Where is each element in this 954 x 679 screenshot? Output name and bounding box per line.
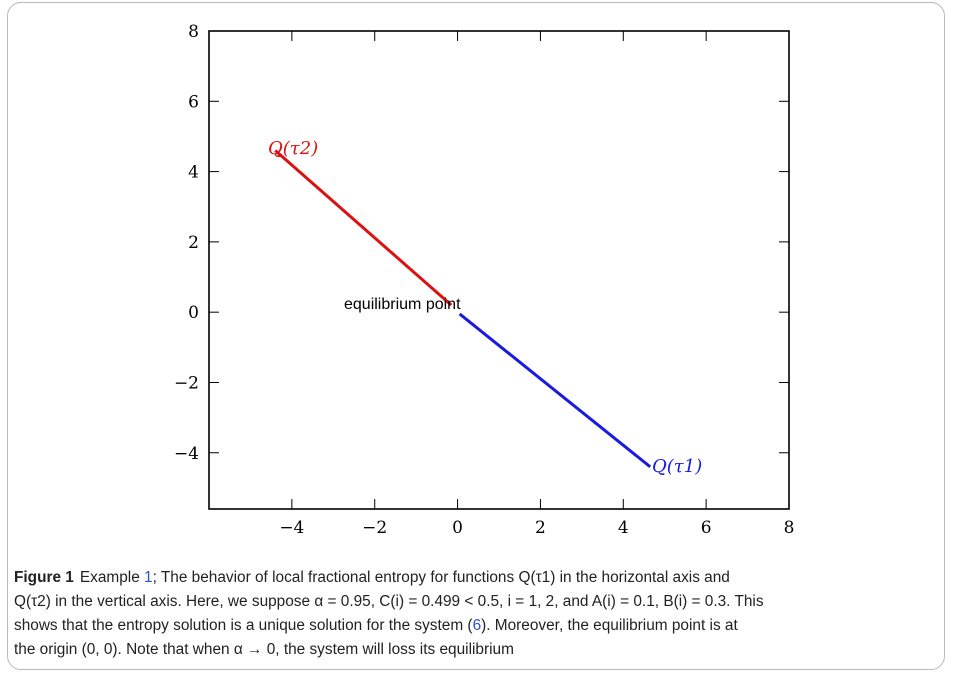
series-layer xyxy=(274,149,652,468)
equilibrium-label: equilibrium point xyxy=(344,296,461,313)
x-tick-label: 2 xyxy=(535,518,546,538)
series-line-q-tau1 xyxy=(458,312,652,468)
series-line-q-tau2 xyxy=(274,149,453,307)
x-tick-label: −4 xyxy=(279,518,304,538)
plot-area xyxy=(208,30,790,510)
y-tick-label: 8 xyxy=(188,22,199,42)
figure-label: Figure 1 xyxy=(14,569,74,586)
y-tick-label: 0 xyxy=(188,303,199,323)
equation-ref-link[interactable]: 6 xyxy=(472,617,482,634)
x-tick-label: −2 xyxy=(362,518,387,538)
x-tick-label: 0 xyxy=(452,518,463,538)
x-tick-label: 6 xyxy=(701,518,712,538)
x-tick-label: 4 xyxy=(618,518,629,538)
caption-line-1: Figure 1 Example 1; The behavior of local… xyxy=(14,569,730,586)
example-ref-link[interactable]: 1 xyxy=(144,569,153,586)
caption-line-4: the origin (0, 0). Note that when α → 0,… xyxy=(14,641,514,658)
y-tick-label: −2 xyxy=(174,373,199,393)
y-tick-label: 2 xyxy=(188,233,199,253)
y-tick-label: −4 xyxy=(174,444,199,464)
y-tick-label: 6 xyxy=(188,92,199,112)
y-tick-label: 4 xyxy=(188,163,199,183)
axis-ticks: −4 −2 0 2 4 6 8 −4 −2 0 2 4 6 8 xyxy=(174,22,794,538)
figure-caption: Figure 1 Example 1; The behavior of local… xyxy=(14,566,934,662)
q2-label: Q(τ2) xyxy=(268,138,318,159)
caption-line-2: Q(τ2) in the vertical axis. Here, we sup… xyxy=(14,593,764,610)
chart: −4 −2 0 2 4 6 8 −4 −2 0 2 4 6 8 Q(τ2) Q(τ1) equilibri… xyxy=(174,22,794,538)
x-tick-label: 8 xyxy=(784,518,795,538)
q1-label: Q(τ1) xyxy=(652,456,702,477)
caption-line-3: shows that the entropy solution is a uni… xyxy=(14,617,738,634)
